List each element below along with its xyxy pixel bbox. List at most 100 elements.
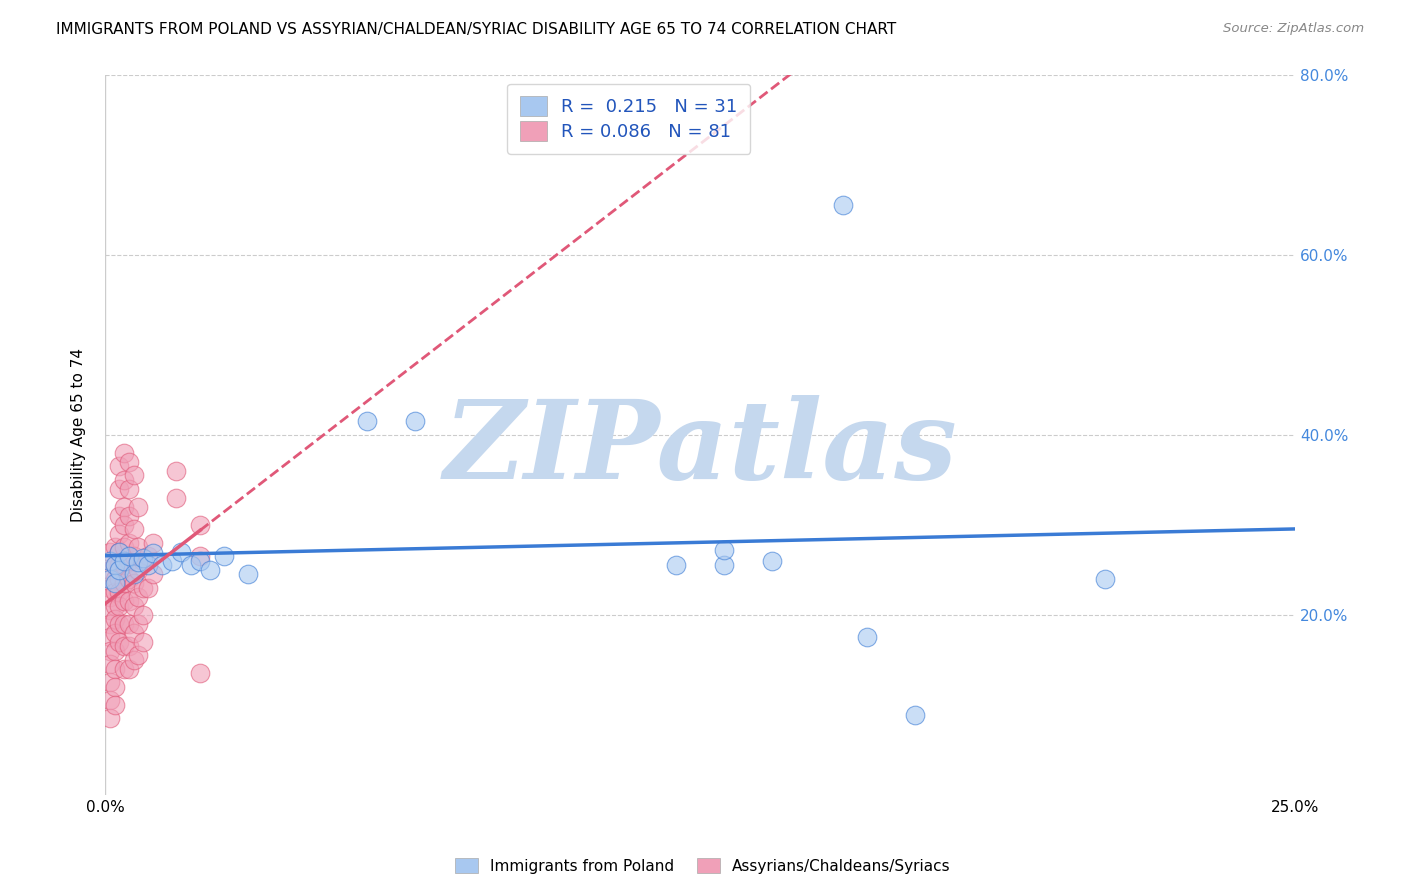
Point — [122, 468, 145, 483]
Text: Source: ZipAtlas.com: Source: ZipAtlas.com — [1223, 22, 1364, 36]
Point — [188, 549, 211, 563]
Point — [188, 554, 211, 568]
Point — [404, 414, 426, 428]
Point — [112, 500, 135, 514]
Point — [136, 581, 159, 595]
Point — [118, 455, 141, 469]
Point — [98, 693, 121, 707]
Point — [122, 599, 145, 613]
Point — [136, 549, 159, 563]
Point — [98, 544, 121, 558]
Point — [112, 554, 135, 568]
Point — [122, 522, 145, 536]
Point — [122, 625, 145, 640]
Point — [118, 482, 141, 496]
Point — [127, 648, 149, 662]
Point — [165, 491, 187, 505]
Point — [122, 576, 145, 591]
Point — [98, 590, 121, 604]
Point — [108, 634, 131, 648]
Point — [665, 558, 688, 573]
Point — [98, 657, 121, 672]
Point — [132, 581, 155, 595]
Point — [127, 500, 149, 514]
Point — [103, 698, 125, 712]
Point — [103, 599, 125, 613]
Point — [98, 581, 121, 595]
Point — [118, 508, 141, 523]
Point — [108, 563, 131, 577]
Point — [98, 554, 121, 568]
Point — [108, 544, 131, 558]
Point — [108, 585, 131, 599]
Point — [108, 508, 131, 523]
Point — [112, 558, 135, 573]
Point — [103, 625, 125, 640]
Point — [98, 616, 121, 631]
Point — [103, 643, 125, 657]
Point — [165, 464, 187, 478]
Point — [713, 542, 735, 557]
Point — [122, 653, 145, 667]
Point — [1094, 572, 1116, 586]
Point — [112, 517, 135, 532]
Point — [98, 630, 121, 644]
Point — [132, 550, 155, 565]
Point — [188, 517, 211, 532]
Point — [356, 414, 378, 428]
Point — [903, 708, 925, 723]
Point — [132, 607, 155, 622]
Point — [127, 563, 149, 577]
Point — [856, 630, 879, 644]
Point — [236, 567, 259, 582]
Point — [103, 558, 125, 573]
Point — [112, 616, 135, 631]
Point — [160, 554, 183, 568]
Point — [108, 558, 131, 573]
Text: ZIPatlas: ZIPatlas — [443, 395, 957, 503]
Point — [112, 473, 135, 487]
Legend: Immigrants from Poland, Assyrians/Chaldeans/Syriacs: Immigrants from Poland, Assyrians/Chalde… — [449, 852, 957, 880]
Point — [112, 576, 135, 591]
Point — [103, 572, 125, 586]
Point — [103, 612, 125, 626]
Legend: R =  0.215   N = 31, R = 0.086   N = 81: R = 0.215 N = 31, R = 0.086 N = 81 — [508, 84, 751, 154]
Point — [142, 535, 165, 549]
Point — [103, 558, 125, 573]
Point — [127, 590, 149, 604]
Point — [118, 549, 141, 563]
Point — [212, 549, 235, 563]
Point — [198, 563, 221, 577]
Point — [118, 639, 141, 653]
Point — [108, 482, 131, 496]
Point — [103, 540, 125, 554]
Point — [98, 643, 121, 657]
Point — [108, 616, 131, 631]
Point — [713, 558, 735, 573]
Point — [108, 572, 131, 586]
Point — [761, 554, 783, 568]
Point — [103, 576, 125, 591]
Point — [122, 567, 145, 582]
Point — [112, 540, 135, 554]
Point — [112, 639, 135, 653]
Point — [188, 666, 211, 681]
Point — [112, 594, 135, 608]
Point — [122, 549, 145, 563]
Point — [112, 662, 135, 676]
Point — [832, 198, 855, 212]
Point — [108, 544, 131, 558]
Point — [98, 563, 121, 577]
Point — [103, 585, 125, 599]
Point — [103, 662, 125, 676]
Point — [180, 558, 202, 573]
Text: IMMIGRANTS FROM POLAND VS ASSYRIAN/CHALDEAN/SYRIAC DISABILITY AGE 65 TO 74 CORRE: IMMIGRANTS FROM POLAND VS ASSYRIAN/CHALD… — [56, 22, 897, 37]
Point — [118, 572, 141, 586]
Point — [108, 459, 131, 474]
Point — [98, 711, 121, 725]
Point — [132, 554, 155, 568]
Point — [127, 616, 149, 631]
Point — [108, 599, 131, 613]
Point — [132, 634, 155, 648]
Point — [112, 445, 135, 459]
